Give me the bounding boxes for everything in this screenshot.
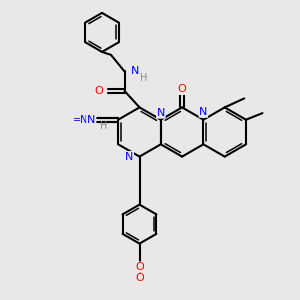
Text: N: N: [87, 115, 95, 125]
Text: N: N: [125, 152, 134, 162]
Text: O: O: [135, 262, 144, 272]
Text: O: O: [135, 273, 144, 283]
Text: N: N: [199, 107, 208, 117]
Text: O: O: [178, 84, 187, 94]
Text: O: O: [95, 86, 103, 96]
Text: N: N: [131, 66, 140, 76]
Text: =NH: =NH: [73, 115, 96, 125]
Text: H: H: [140, 73, 148, 83]
Text: N: N: [157, 108, 165, 118]
Text: H: H: [100, 121, 108, 131]
